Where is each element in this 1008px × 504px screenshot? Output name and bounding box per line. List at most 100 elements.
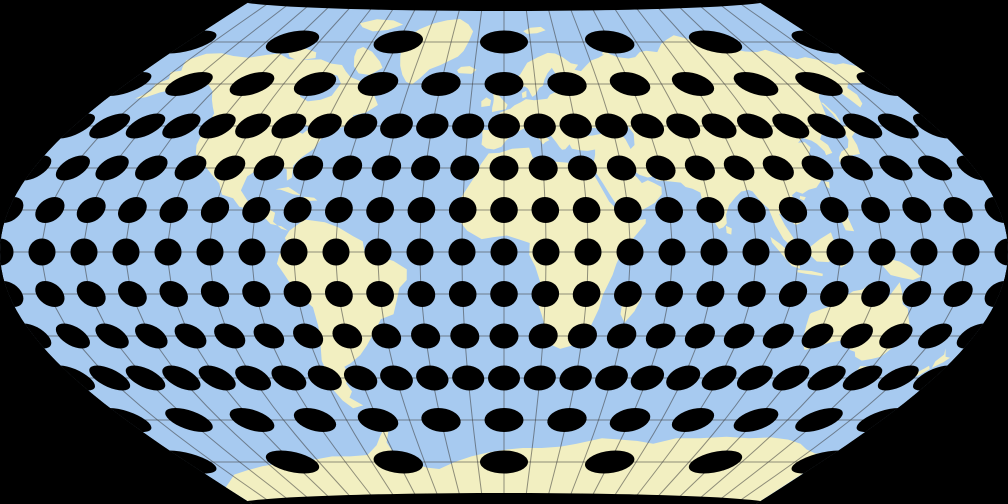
tissot-indicatrix bbox=[235, 113, 272, 139]
tissot-indicatrix bbox=[531, 197, 560, 223]
tissot-indicatrix bbox=[366, 281, 394, 307]
tissot-indicatrix bbox=[490, 197, 518, 223]
tissot-indicatrix bbox=[214, 155, 246, 181]
tissot-indicatrix bbox=[265, 30, 320, 54]
tissot-indicatrix bbox=[293, 155, 324, 181]
tissot-indicatrix bbox=[118, 197, 147, 223]
tissot-indicatrix bbox=[655, 281, 684, 307]
tissot-indicatrix bbox=[343, 365, 378, 391]
tissot-indicatrix bbox=[452, 365, 485, 391]
tissot-indicatrix bbox=[528, 155, 558, 181]
tissot-indicatrix bbox=[742, 238, 770, 266]
tissot-indicatrix bbox=[902, 197, 932, 223]
tissot-indicatrix bbox=[918, 155, 953, 181]
tissot-indicatrix bbox=[688, 450, 743, 474]
tissot-indicatrix bbox=[371, 323, 402, 349]
tissot-indicatrix bbox=[609, 408, 651, 432]
tissot-indicatrix bbox=[448, 281, 477, 307]
tissot-indicatrix bbox=[421, 408, 461, 432]
tissot-indicatrix bbox=[772, 113, 810, 139]
landmass-ireland bbox=[481, 97, 492, 107]
tissot-indicatrix bbox=[879, 323, 913, 349]
tissot-indicatrix bbox=[373, 450, 423, 474]
tissot-indicatrix bbox=[696, 197, 725, 223]
tissot-indicatrix bbox=[95, 323, 129, 349]
tissot-indicatrix bbox=[407, 197, 436, 223]
tissot-indicatrix bbox=[484, 408, 524, 432]
tissot-indicatrix bbox=[200, 281, 230, 307]
polar-indicatrix-band bbox=[238, 0, 770, 11]
tissot-indicatrix bbox=[343, 113, 378, 139]
tissot-indicatrix bbox=[723, 155, 755, 181]
tissot-indicatrix bbox=[784, 238, 812, 266]
tissot-indicatrix bbox=[488, 365, 520, 391]
polar-indicatrix-band bbox=[238, 493, 770, 504]
tissot-indicatrix bbox=[671, 72, 715, 96]
tissot-indicatrix bbox=[918, 323, 953, 349]
tissot-indicatrix bbox=[55, 155, 90, 181]
tissot-indicatrix bbox=[480, 450, 528, 474]
tissot-indicatrix bbox=[572, 197, 601, 223]
tissot-indicatrix bbox=[238, 238, 266, 266]
tissot-indicatrix bbox=[125, 113, 166, 139]
tissot-indicatrix bbox=[879, 155, 913, 181]
landmass-cuba bbox=[275, 187, 301, 196]
tissot-indicatrix bbox=[135, 155, 168, 181]
tissot-indicatrix bbox=[585, 30, 635, 54]
tissot-indicatrix bbox=[733, 408, 779, 432]
tissot-indicatrix bbox=[89, 365, 131, 391]
tissot-indicatrix bbox=[684, 323, 715, 349]
tissot-indicatrix bbox=[416, 113, 449, 139]
tissot-indicatrix bbox=[165, 72, 213, 96]
tissot-indicatrix bbox=[696, 281, 725, 307]
tissot-indicatrix bbox=[952, 238, 980, 266]
tissot-indicatrix bbox=[666, 113, 701, 139]
tissot-indicatrix bbox=[35, 281, 65, 307]
tissot-indicatrix bbox=[280, 238, 308, 266]
landmass-sakhalin bbox=[820, 102, 841, 123]
tissot-indicatrix bbox=[630, 365, 665, 391]
tissot-indicatrix bbox=[606, 323, 637, 349]
tissot-indicatrix bbox=[322, 238, 350, 266]
tissot-indicatrix bbox=[736, 365, 773, 391]
tissot-indicatrix bbox=[700, 238, 728, 266]
tissot-indicatrix bbox=[411, 155, 441, 181]
tissot-indicatrix bbox=[523, 113, 556, 139]
tissot-indicatrix bbox=[450, 323, 480, 349]
tissot-indicatrix bbox=[283, 197, 312, 223]
tissot-indicatrix bbox=[450, 155, 480, 181]
tissot-indicatrix bbox=[645, 155, 676, 181]
tissot-indicatrix bbox=[795, 72, 843, 96]
tissot-indicatrix bbox=[293, 72, 337, 96]
tissot-indicatrix bbox=[235, 365, 272, 391]
tissot-indicatrix bbox=[364, 238, 392, 266]
tissot-indicatrix bbox=[89, 113, 131, 139]
tissot-indicatrix bbox=[645, 323, 676, 349]
tissot-indicatrix bbox=[35, 197, 65, 223]
tissot-indicatrix bbox=[807, 365, 846, 391]
landmass-antarctica bbox=[225, 429, 838, 504]
tissot-indicatrix bbox=[242, 197, 271, 223]
tissot-indicatrix bbox=[373, 30, 423, 54]
tissot-indicatrix bbox=[70, 238, 98, 266]
tissot-indicatrix bbox=[737, 197, 766, 223]
tissot-indicatrix bbox=[868, 238, 896, 266]
tissot-indicatrix bbox=[162, 113, 201, 139]
tissot-indicatrix bbox=[283, 281, 312, 307]
tissot-indicatrix bbox=[778, 281, 808, 307]
tissot-indicatrix bbox=[357, 408, 399, 432]
tissot-indicatrix bbox=[943, 197, 973, 223]
landmass-baffin-island bbox=[353, 47, 383, 75]
tissot-indicatrix bbox=[547, 408, 587, 432]
tissot-indicatrix bbox=[411, 323, 441, 349]
tissot-indicatrix bbox=[666, 365, 701, 391]
tissot-indicatrix bbox=[842, 365, 883, 391]
tissot-indicatrix bbox=[840, 155, 873, 181]
landmass-new-zealand-north bbox=[931, 348, 951, 368]
tissot-indicatrix bbox=[198, 365, 236, 391]
tissot-indicatrix bbox=[630, 113, 665, 139]
tissot-indicatrix bbox=[733, 72, 779, 96]
